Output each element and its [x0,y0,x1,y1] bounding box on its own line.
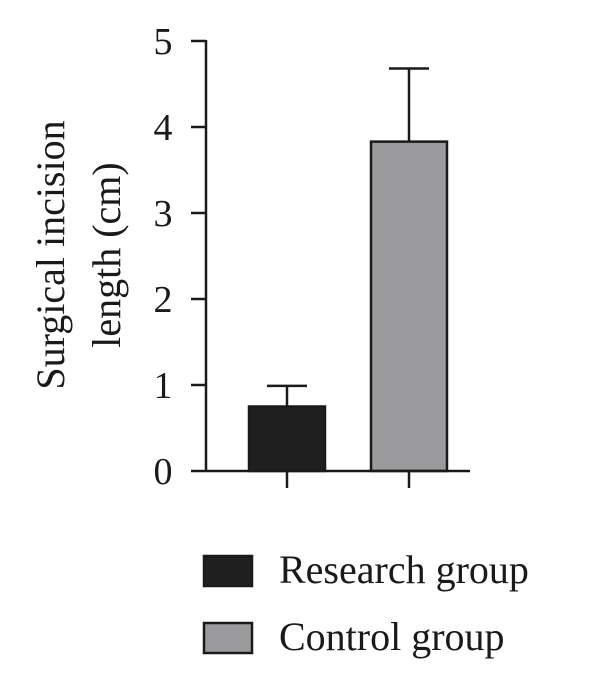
y-tick-label: 4 [154,107,173,149]
y-axis-ticks: 0 1 2 3 4 5 [154,21,206,493]
legend: Research group Control group [202,547,529,659]
y-tick-label: 3 [154,193,173,235]
y-axis-label-line-2: length (cm) [84,162,129,348]
bars [247,67,449,473]
y-tick-label: 5 [154,21,173,63]
y-axis-label: Surgical incision length (cm) [28,120,129,389]
y-tick-label: 1 [154,365,173,407]
axes [204,40,470,488]
legend-label: Research group [279,547,529,592]
legend-swatch [202,554,254,588]
legend-swatch [202,621,254,655]
y-axis-label-line-1: Surgical incision [28,120,73,389]
bar-research-group [247,405,327,473]
y-tick-label: 2 [154,279,173,321]
bar-control-group [369,140,449,473]
legend-label: Control group [279,614,505,659]
y-tick-label: 0 [154,451,173,493]
